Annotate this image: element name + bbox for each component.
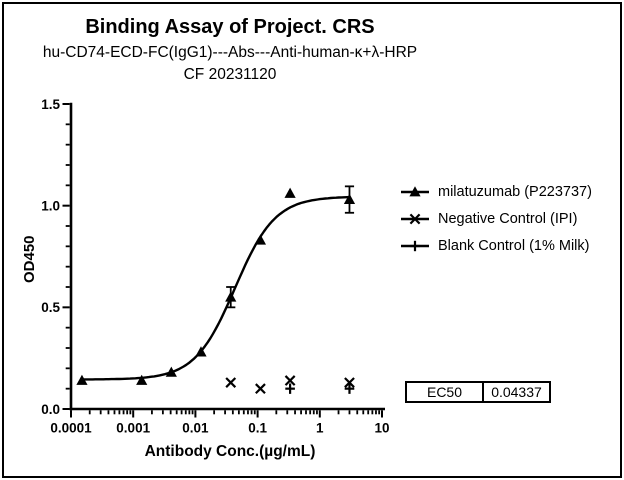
chart-title: Binding Assay of Project. CRS bbox=[85, 16, 375, 38]
legend-entry-negative-control: Negative Control (IPI) bbox=[399, 205, 592, 232]
legend-entry-milatuzumab: milatuzumab (P223737) bbox=[399, 178, 592, 205]
legend-label: Blank Control (1% Milk) bbox=[438, 237, 590, 254]
plus-marker-icon bbox=[401, 240, 429, 251]
x-axis-title: Antibody Conc.(µg/mL) bbox=[144, 443, 316, 460]
chart-subtitle: hu-CD74-ECD-FC(IgG1)---Abs---Anti-human-… bbox=[42, 44, 418, 61]
svg-text:0.0: 0.0 bbox=[41, 402, 60, 417]
svg-text:0.001: 0.001 bbox=[116, 421, 150, 436]
heading-block: Binding Assay of Project. CRS hu-CD74-EC… bbox=[10, 15, 450, 85]
ec50-value-cell: 0.04337 bbox=[491, 384, 542, 400]
svg-text:1.0: 1.0 bbox=[41, 198, 60, 213]
legend-label: milatuzumab (P223737) bbox=[438, 183, 592, 200]
triangle-marker-icon bbox=[401, 185, 429, 196]
y-axis-title: OD450 bbox=[21, 235, 38, 283]
x-marker-icon bbox=[401, 213, 429, 224]
svg-text:10: 10 bbox=[374, 421, 389, 436]
svg-text:0.0001: 0.0001 bbox=[50, 421, 92, 436]
svg-text:0.01: 0.01 bbox=[182, 421, 209, 436]
svg-text:1: 1 bbox=[316, 421, 324, 436]
svg-text:1.5: 1.5 bbox=[41, 97, 60, 112]
svg-text:0.5: 0.5 bbox=[41, 300, 60, 315]
svg-text:0.1: 0.1 bbox=[248, 421, 267, 436]
legend-label: Negative Control (IPI) bbox=[438, 210, 578, 227]
legend: milatuzumab (P223737) Negative Control (… bbox=[399, 178, 592, 259]
legend-entry-blank-control: Blank Control (1% Milk) bbox=[399, 232, 592, 259]
ec50-label-cell: EC50 bbox=[407, 383, 484, 401]
ec50-table: EC50 0.04337 bbox=[405, 381, 551, 403]
chart-date-line: CF 20231120 bbox=[183, 66, 277, 83]
